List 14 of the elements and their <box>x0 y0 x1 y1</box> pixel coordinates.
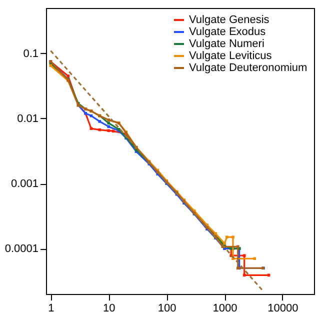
legend-label: Vulgate Exodus <box>189 26 266 38</box>
y-tick-label: 0.001 <box>10 178 38 190</box>
x-tick-label: 1 <box>48 302 54 314</box>
x-tick-label: 100 <box>158 302 176 314</box>
legend-label: Vulgate Deuteronomium <box>189 62 308 74</box>
x-tick-label: 1000 <box>212 302 238 314</box>
y-tick-label: 0.0001 <box>4 243 38 256</box>
y-tick-label: 0.1 <box>23 48 38 60</box>
y-tick-label: 0.01 <box>17 112 38 125</box>
legend-label: Vulgate Genesis <box>189 14 270 26</box>
legend-label: Vulgate Numeri <box>189 38 264 50</box>
x-tick-label: 10000 <box>268 302 298 314</box>
x-tick-label: 10 <box>103 302 116 314</box>
legend-label: Vulgate Leviticus <box>189 50 272 62</box>
